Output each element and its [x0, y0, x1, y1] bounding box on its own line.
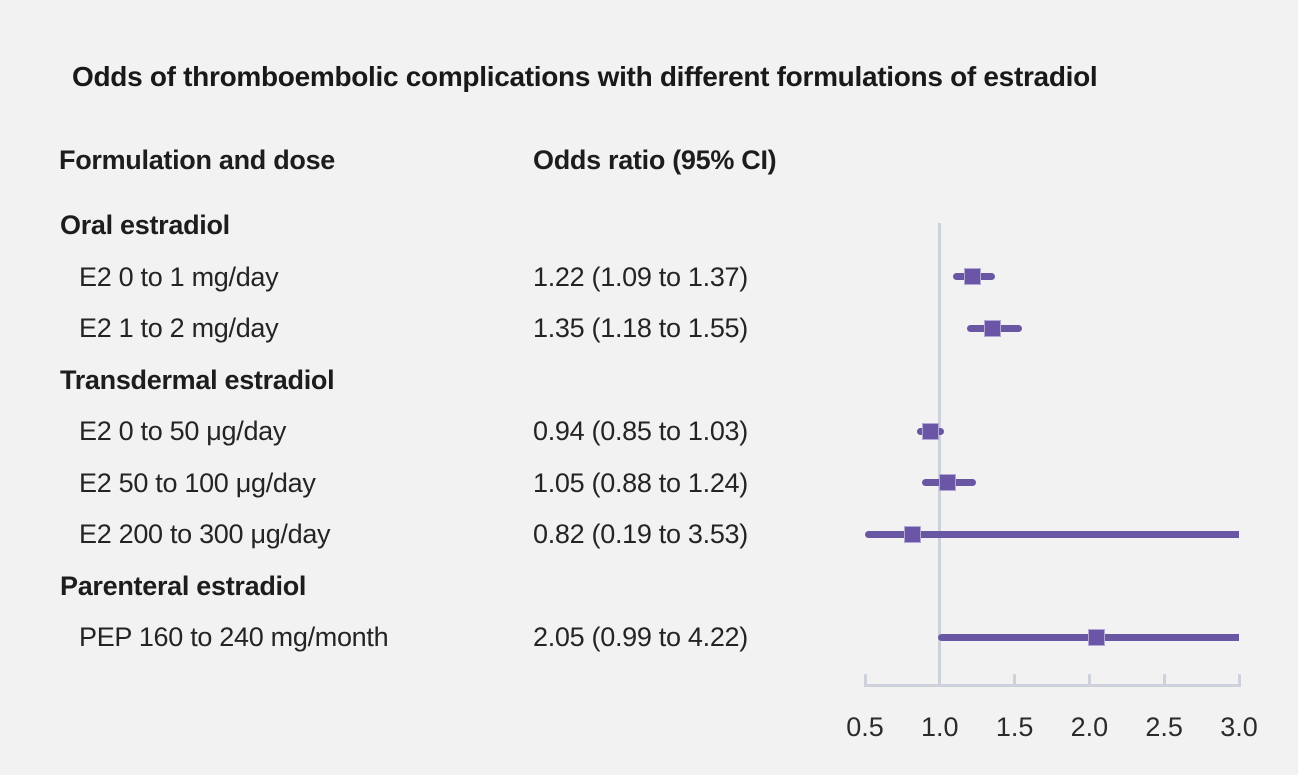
point-estimate-marker	[1088, 628, 1106, 646]
axis-tick-label: 3.0	[1220, 712, 1258, 742]
axis-tick-label: 2.0	[1070, 712, 1109, 742]
axis-tick	[1237, 674, 1241, 687]
odds-ratio-value: 2.05 (0.99 to 4.22)	[533, 622, 748, 652]
odds-ratio-value: 1.05 (0.88 to 1.24)	[533, 467, 748, 498]
point-estimate-marker	[904, 525, 922, 543]
row-label: PEP 160 to 240 mg/month	[79, 622, 389, 652]
group-header-label: Oral estradiol	[60, 210, 230, 240]
row-label: E2 0 to 1 mg/day	[79, 261, 279, 292]
column-header-odds-ratio: Odds ratio (95% CI)	[533, 145, 777, 175]
point-estimate-marker	[964, 268, 982, 285]
reference-line	[938, 223, 942, 687]
axis-tick-label: 2.5	[1145, 712, 1183, 742]
odds-ratio-value: 0.82 (0.19 to 3.53)	[533, 519, 748, 549]
axis-tick	[863, 674, 867, 687]
row-label: E2 0 to 50 μg/day	[79, 416, 287, 446]
axis-tick-label: 1.5	[995, 712, 1034, 742]
axis-tick-label: 0.5	[846, 712, 884, 742]
group-header-label: Parenteral estradiol	[60, 570, 307, 601]
axis-tick	[938, 674, 942, 687]
odds-ratio-value: 1.35 (1.18 to 1.55)	[533, 313, 748, 343]
x-axis-line	[863, 684, 1241, 687]
axis-tick	[1087, 674, 1091, 687]
ci-bar	[865, 530, 1239, 538]
row-label: E2 200 to 300 μg/day	[79, 519, 331, 549]
group-header-label: Transdermal estradiol	[60, 364, 335, 395]
point-estimate-marker	[922, 422, 940, 440]
axis-tick-label: 1.0	[921, 712, 959, 742]
row-label: E2 1 to 2 mg/day	[79, 313, 279, 343]
odds-ratio-value: 1.22 (1.09 to 1.37)	[533, 261, 748, 292]
axis-tick	[1162, 674, 1166, 687]
row-label: E2 50 to 100 μg/day	[79, 467, 316, 498]
point-estimate-marker	[983, 319, 1001, 337]
odds-ratio-value: 0.94 (0.85 to 1.03)	[533, 416, 748, 446]
figure-title: Odds of thromboembolic complications wit…	[72, 61, 1098, 92]
column-header-formulation: Formulation and dose	[59, 145, 336, 175]
axis-tick	[1013, 674, 1017, 687]
point-estimate-marker	[938, 474, 956, 491]
